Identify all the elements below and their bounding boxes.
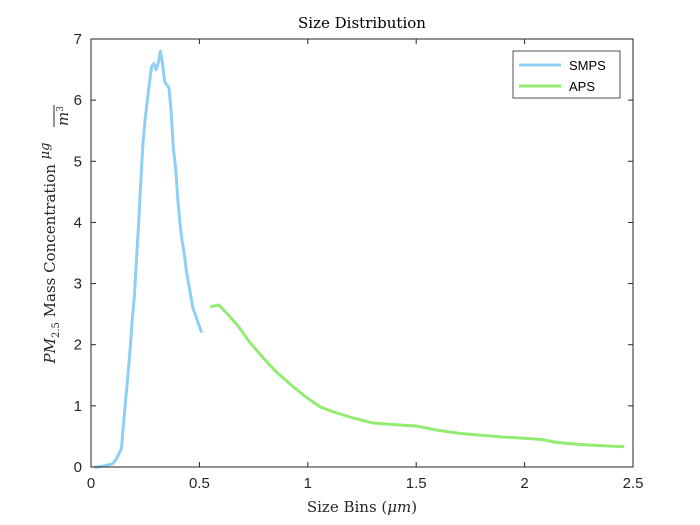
y-tick-label: 7	[74, 31, 82, 48]
chart-title: Size Distribution	[298, 14, 426, 32]
series-line-smps	[94, 49, 204, 469]
legend-box	[512, 50, 621, 99]
y-tick-label: 6	[74, 92, 82, 109]
svg-text:m3: m3	[54, 106, 72, 126]
x-axis-label: Size Bins (μm)	[307, 498, 417, 516]
y-tick-label: 0	[74, 459, 82, 476]
y-tick-label: 1	[74, 398, 82, 415]
svg-text:PM2.5 Mass Concentration μg: PM2.5 Mass Concentration μg	[38, 143, 62, 365]
x-tick-label: 0	[87, 475, 95, 492]
y-tick-label: 3	[74, 276, 82, 293]
y-axis-label: PM2.5 Mass Concentration μg m3	[38, 105, 72, 364]
y-tick-label: 4	[74, 214, 82, 231]
series-line-aps	[209, 303, 625, 449]
x-tick-label: 2	[520, 475, 528, 492]
ticks-layer: 0 0.5 1 1.5 2 2.5 0 1 2 3 4 5 6 7	[74, 31, 644, 492]
legend: SMPS APS	[512, 50, 621, 99]
plot-area	[91, 39, 633, 467]
x-tick-label: 2.5	[623, 475, 644, 492]
legend-label-aps: APS	[569, 79, 595, 94]
y-tick-label: 2	[74, 337, 82, 354]
legend-label-smps: SMPS	[569, 58, 606, 73]
y-tick-label: 5	[74, 153, 82, 170]
series-layer	[94, 49, 625, 469]
x-tick-label: 1.5	[406, 475, 427, 492]
x-tick-label: 1	[304, 475, 312, 492]
x-tick-label: 0.5	[189, 475, 210, 492]
axes-box	[90, 38, 634, 468]
